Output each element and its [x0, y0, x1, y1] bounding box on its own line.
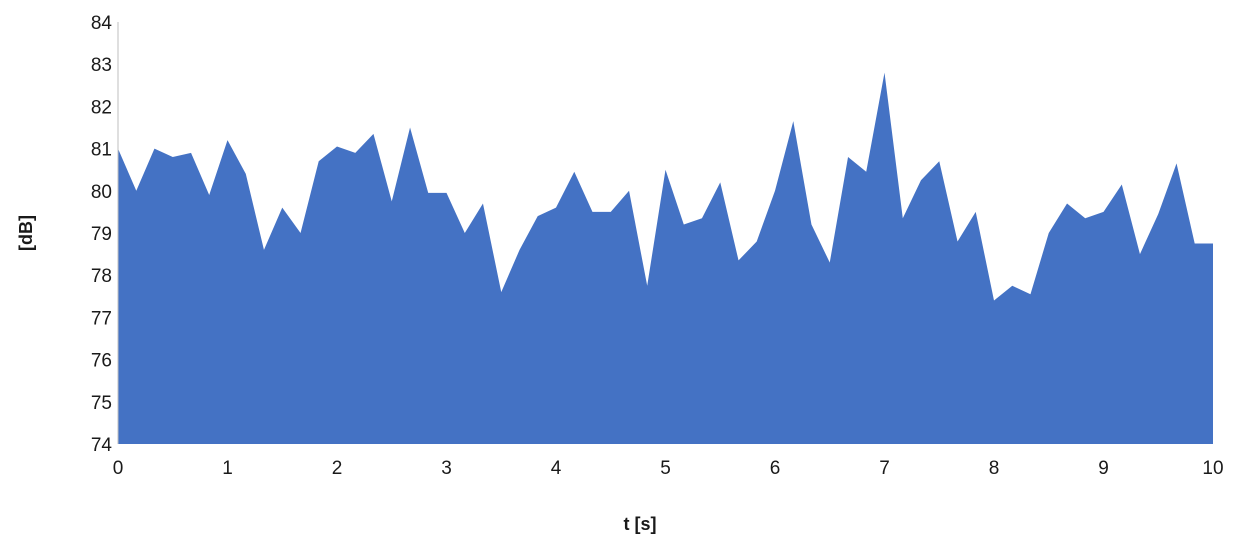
y-tick-label: 77 — [91, 308, 112, 329]
x-tick-label: 7 — [879, 458, 890, 479]
x-axis-title: t [s] — [624, 514, 657, 534]
x-tick-label: 0 — [113, 458, 124, 479]
y-axis-title: [dB] — [16, 215, 36, 251]
area-series — [118, 72, 1213, 444]
y-axis-ticks: 74 75 76 77 78 79 80 81 82 83 84 — [91, 13, 113, 456]
x-tick-label: 5 — [660, 458, 671, 479]
y-tick-label: 84 — [91, 13, 113, 34]
y-tick-label: 82 — [91, 97, 112, 118]
x-axis-ticks: 0 1 2 3 4 5 6 7 8 9 10 — [113, 458, 1224, 479]
x-tick-label: 6 — [770, 458, 781, 479]
y-tick-label: 75 — [91, 393, 112, 414]
x-tick-label: 4 — [551, 458, 562, 479]
y-tick-label: 74 — [91, 435, 113, 456]
y-tick-label: 78 — [91, 266, 112, 287]
y-tick-label: 80 — [91, 182, 112, 203]
x-tick-label: 3 — [441, 458, 452, 479]
y-tick-label: 79 — [91, 224, 112, 245]
x-tick-label: 9 — [1098, 458, 1109, 479]
y-tick-label: 83 — [91, 55, 112, 76]
x-tick-label: 8 — [989, 458, 1000, 479]
y-tick-label: 81 — [91, 140, 112, 161]
x-tick-label: 1 — [222, 458, 233, 479]
plot-area — [117, 22, 1213, 444]
y-tick-label: 76 — [91, 351, 112, 372]
x-tick-label: 2 — [332, 458, 343, 479]
x-tick-label: 10 — [1202, 458, 1223, 479]
